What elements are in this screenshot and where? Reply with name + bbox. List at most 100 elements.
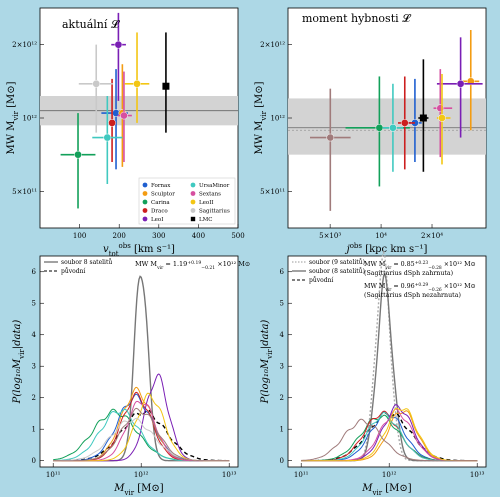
legend-label-LMC: LMC (199, 217, 213, 223)
point-Draco (108, 119, 116, 127)
legend-label-Draco: Draco (151, 209, 168, 215)
x-axis-label-part: obs (350, 242, 363, 250)
annotation-ann1-part: vir (384, 266, 392, 271)
annotation-part: ×10¹² M⊙ (215, 260, 250, 268)
panel-b: 5×10³ 10⁴ 2×10⁴ 5×10¹¹ 10¹² 2×10¹² jobs [kpc k… (254, 30, 486, 255)
xtick-label: 10¹³ (470, 471, 485, 479)
x-axis-label: Mvir [M⊙] (113, 483, 163, 497)
xtick-label: 300 (152, 232, 165, 240)
ytick-label: 2 (280, 394, 284, 402)
legend-marker-Sagittarius (190, 208, 196, 213)
xtick-label: 500 (231, 232, 244, 240)
point-Sextans (120, 111, 128, 120)
x-axis-label-part: [M⊙] (382, 483, 412, 494)
legend-marker-Fornax (142, 182, 148, 188)
legend-label: původní (309, 277, 333, 284)
annotation-part: −0.21 (201, 265, 215, 271)
x-axis-label-part: M (361, 483, 373, 494)
ytick-label: 3 (280, 363, 284, 371)
legend-marker-Draco (142, 208, 148, 213)
legend-label-Fornax: Fornax (151, 183, 171, 189)
ytick-label: 1 (280, 426, 284, 434)
x-axis-label-part: vir (124, 489, 135, 497)
ytick-label: 1 (32, 426, 36, 434)
point-Sagittarius (326, 133, 335, 142)
curve-Sagittarius-b (53, 407, 230, 462)
legend-marker-LMC (190, 216, 196, 222)
legend-label-Carina: Carina (151, 200, 170, 206)
y-axis-label-part: [M⊙] (6, 81, 17, 111)
point-LMC (419, 114, 427, 122)
panel-c-frame (39, 255, 239, 468)
point-LMC (162, 82, 170, 90)
ytick-label: 4 (32, 331, 37, 339)
legend-marker-Carina (142, 199, 148, 205)
ytick-label: 3 (32, 363, 36, 371)
confidence-band (288, 98, 486, 155)
annotation-ann1-part: = 0.85 (391, 261, 414, 268)
panel-a: 100 200 300 400 500 5×10¹¹ 10¹² 2×10¹² vtotobs [… (6, 12, 245, 258)
xtick-label: 400 (192, 232, 205, 240)
annotation-ann1: MW Mvir = 0.85+0.23−0.28 ×10¹² M⊙ (364, 261, 476, 271)
x-axis-label-part: [M⊙] (134, 483, 164, 494)
annotation-ann1-part: −0.28 (428, 266, 442, 271)
point-Draco (400, 119, 409, 127)
annotation-part: MW M (135, 260, 157, 268)
legend-marker-LeoI (142, 216, 148, 222)
y-axis-label-part: MW M (254, 121, 265, 155)
annotation-ann1-part: ×10¹² M⊙ (442, 261, 476, 268)
annotation-ann2-part: vir (384, 288, 392, 293)
y-axis-label: P(log₁₀Mvir|data) (260, 320, 274, 405)
y-axis-label-part: |data) (12, 320, 23, 350)
y-axis-label: MW Mvir [M⊙] (254, 81, 268, 154)
legend-label-Sagittarius: Sagittarius (199, 209, 230, 215)
annotation-note-ann1: (Sagittarius dSph zahrnuta) (364, 270, 453, 277)
ytick-label: 4 (280, 331, 285, 339)
xtick-label: 5×10³ (319, 232, 341, 240)
x-axis-label-part: [km s⁻¹] (131, 244, 175, 255)
x-axis-label-part: vir (372, 489, 383, 497)
annotation-part: vir (156, 265, 164, 271)
annotation-ann2-part: MW M (364, 283, 386, 290)
legend-marker-UrsaMinor (190, 182, 196, 188)
y-axis-label: P(log₁₀Mvir|data) (12, 320, 26, 405)
y-axis-label-part: [M⊙] (254, 81, 265, 111)
legend-label: soubor (9 satelitů) (309, 259, 365, 266)
annotation-ann2-part: ×10¹² M⊙ (442, 283, 476, 290)
y-axis-label-part: vir (18, 349, 26, 360)
xtick-label: 10¹² (134, 471, 149, 479)
y-axis-label-part: vir (260, 110, 268, 121)
ytick-label: 2 (32, 394, 36, 402)
annotation-ann2-part: −0.26 (428, 288, 442, 293)
legend-label-LeoI: LeoI (151, 217, 163, 223)
ytick-label: 2×10¹² (12, 41, 37, 49)
point-LeoII (133, 79, 141, 88)
x-axis-label: vtotobs [km s⁻¹] (103, 242, 175, 258)
annotation-ann2: MW Mvir = 0.96+0.29−0.26 ×10¹² M⊙ (364, 283, 476, 293)
x-axis-label-part: obs (119, 242, 132, 250)
ytick-label: 10¹² (270, 115, 285, 123)
y-axis-label: MW Mvir [M⊙] (6, 81, 20, 154)
y-axis-label-part: vir (12, 110, 20, 121)
x-axis-label-part: M (113, 483, 125, 494)
legend-label: soubor (8 satelitů) (309, 268, 365, 275)
annotation: MW Mvir = 1.19+0.19−0.21 ×10¹² M⊙ (135, 260, 250, 271)
y-axis-label-part: P(log₁₀M (260, 358, 271, 404)
ytick-label: 0 (32, 457, 36, 465)
point-Sextans (436, 104, 445, 113)
x-axis-label-part: v (103, 244, 109, 255)
x-axis-label-part: [kpc km s⁻¹] (362, 244, 427, 255)
x-axis-label: Mvir [M⊙] (361, 483, 411, 497)
xtick-label: 10¹¹ (294, 471, 309, 479)
legend-box (138, 177, 236, 225)
x-axis-label-part: j (345, 244, 350, 255)
legend-label-Sextans: Sextans (199, 192, 221, 198)
ytick-label: 6 (32, 268, 37, 276)
ytick-label: 5×10¹¹ (12, 188, 37, 196)
point-LeoII (438, 114, 446, 122)
legend-label: soubor 8 satelitů (61, 259, 112, 266)
y-axis-label-part: |data) (260, 320, 271, 350)
xtick-label: 200 (113, 232, 126, 240)
legend-marker-LeoII (190, 199, 196, 205)
